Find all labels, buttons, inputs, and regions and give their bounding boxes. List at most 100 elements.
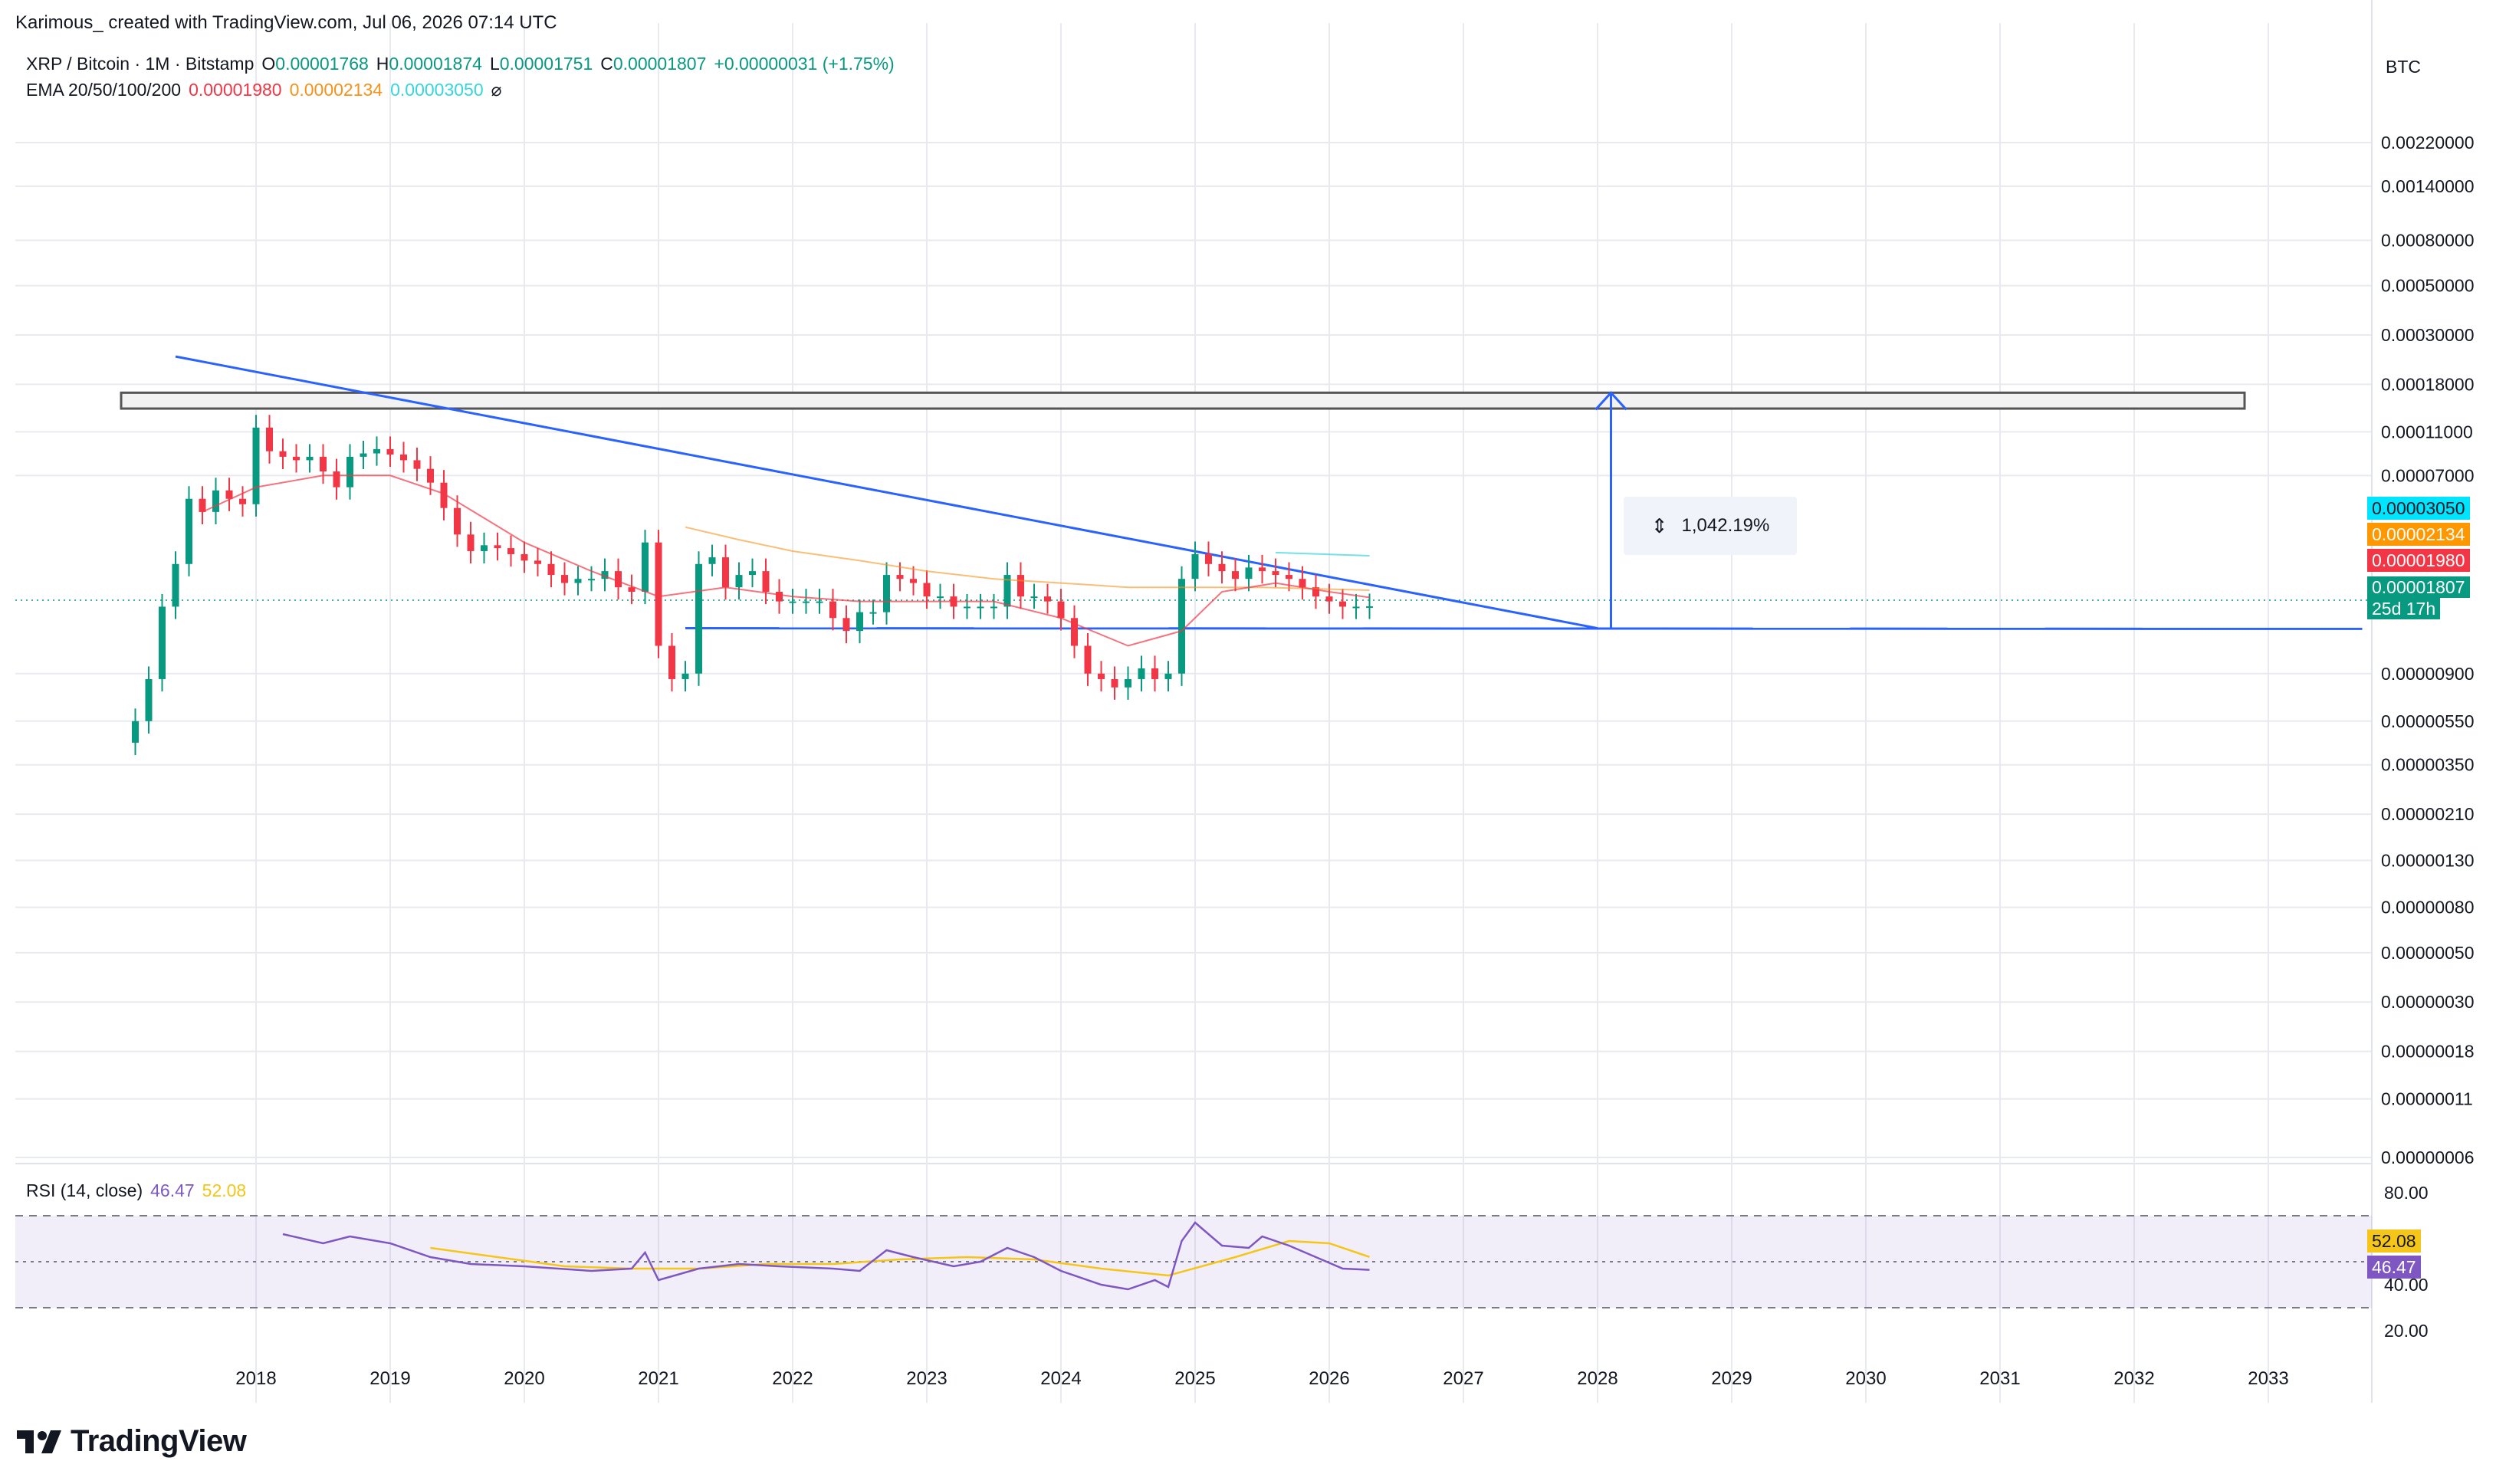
candle [1003, 575, 1011, 607]
candle [695, 563, 702, 674]
candle [1071, 618, 1078, 646]
candle [360, 453, 367, 457]
candle [842, 618, 850, 632]
y-tick-label: 0.00000350 [2381, 755, 2475, 775]
candle [1057, 601, 1065, 619]
legend-ohlc: XRP / Bitcoin · 1M · Bitstamp O0.00001768… [26, 54, 895, 74]
trendline [175, 355, 1598, 630]
candle [1325, 596, 1333, 602]
candle [373, 448, 380, 454]
y-tick-label: 0.00000050 [2381, 943, 2475, 963]
candle [467, 534, 475, 551]
y-tick-label: 0.00000080 [2381, 898, 2475, 918]
candle [521, 553, 528, 561]
measure-icon: ⇕ [1650, 514, 1668, 537]
candle [293, 456, 300, 461]
candle [829, 601, 836, 619]
ema50-badge: 0.00002134 [2367, 523, 2470, 546]
countdown-badge: 25d 17h [2367, 598, 2441, 619]
candle [1191, 553, 1199, 579]
candle [1164, 673, 1172, 679]
candle [494, 545, 501, 549]
candle [172, 563, 179, 607]
candle [1286, 575, 1292, 579]
candle [481, 545, 488, 551]
rsi-tick-label: 80.00 [2384, 1183, 2429, 1203]
x-tick-label: 2033 [2248, 1368, 2288, 1389]
y-tick-label: 0.00007000 [2381, 465, 2475, 485]
x-tick-label: 2023 [906, 1368, 947, 1389]
candle [964, 606, 970, 609]
candle [923, 583, 931, 597]
y-tick-label: 0.00000130 [2381, 851, 2475, 871]
candle [735, 575, 743, 588]
rsi-line [282, 1221, 1370, 1291]
ema-label[interactable]: EMA 20/50/100/200 [26, 80, 182, 100]
tradingview-logo[interactable]: TradingView [17, 1424, 247, 1459]
candle [990, 606, 997, 609]
legend-ema: EMA 20/50/100/200 0.00001980 0.00002134 0.0… [26, 80, 501, 100]
candle [132, 721, 139, 743]
candle [440, 482, 448, 508]
low-label: L [489, 54, 500, 74]
candle [1339, 601, 1346, 607]
price-axis[interactable]: 0.00220000 0.00140000 0.00080000 0.00050000… [2381, 133, 2475, 1341]
rsi-ma-line [430, 1239, 1370, 1277]
currency-label[interactable]: BTC [2386, 57, 2421, 77]
x-tick-label: 2032 [2113, 1368, 2154, 1389]
candle [252, 427, 260, 504]
x-tick-label: 2031 [1979, 1368, 2020, 1389]
candle [1044, 596, 1051, 602]
candle [1259, 567, 1266, 572]
x-tick-label: 2018 [235, 1368, 276, 1389]
y-tick-label: 0.00080000 [2381, 230, 2475, 250]
candle [869, 612, 877, 614]
y-tick-label: 0.00000011 [2381, 1089, 2473, 1109]
candle [1352, 606, 1360, 609]
candle [1138, 668, 1145, 679]
candle [454, 507, 461, 535]
y-tick-label: 0.00000900 [2381, 664, 2475, 684]
x-tick-label: 2027 [1443, 1368, 1483, 1389]
y-tick-label: 0.00030000 [2381, 325, 2475, 345]
rsi-value: 46.47 [150, 1180, 195, 1200]
candle [1232, 571, 1239, 579]
x-tick-label: 2029 [1711, 1368, 1752, 1389]
y-tick-label: 0.00140000 [2381, 176, 2475, 196]
candle [145, 678, 153, 721]
rsi-badge: 46.47 [2367, 1256, 2421, 1279]
candle [547, 563, 555, 576]
ema20-line [202, 474, 1370, 647]
rsi-tick-label: 20.00 [2384, 1321, 2429, 1341]
time-axis[interactable]: 2018 2019 2020 2021 2022 2023 2024 2025 2026 2027… [235, 1368, 2288, 1389]
candles [132, 415, 1373, 756]
drawings[interactable] [120, 355, 2363, 630]
legend-rsi: RSI (14, close) 46.47 52.08 [26, 1180, 246, 1201]
x-tick-label: 2019 [369, 1368, 410, 1389]
ema20-badge: 0.00001980 [2367, 549, 2470, 572]
x-tick-label: 2020 [504, 1368, 544, 1389]
candle [1272, 571, 1279, 576]
x-tick-label: 2024 [1040, 1368, 1081, 1389]
candle [212, 490, 219, 512]
open-value: 0.00001768 [275, 54, 369, 74]
y-tick-label: 0.00050000 [2381, 276, 2475, 296]
candle [1218, 563, 1226, 572]
candle [776, 592, 783, 602]
symbol-title[interactable]: XRP / Bitcoin · 1M · Bitstamp [26, 54, 255, 74]
candle [320, 456, 327, 472]
rsi-label[interactable]: RSI (14, close) [26, 1180, 143, 1200]
candle [1017, 575, 1024, 597]
candle [722, 557, 729, 588]
candle [1205, 553, 1212, 564]
open-label: O [261, 54, 276, 74]
high-label: H [376, 54, 389, 74]
ema100-badge: 0.00003050 [2367, 497, 2470, 520]
y-tick-label: 0.00220000 [2381, 133, 2475, 153]
measure-label[interactable]: ⇕ 1,042.19% [1624, 497, 1797, 555]
y-tick-label: 0.00000550 [2381, 711, 2475, 731]
candle [279, 451, 287, 457]
candle [588, 579, 595, 581]
ema200-value: ⌀ [491, 80, 502, 100]
y-tick-label: 0.00011000 [2381, 422, 2473, 442]
